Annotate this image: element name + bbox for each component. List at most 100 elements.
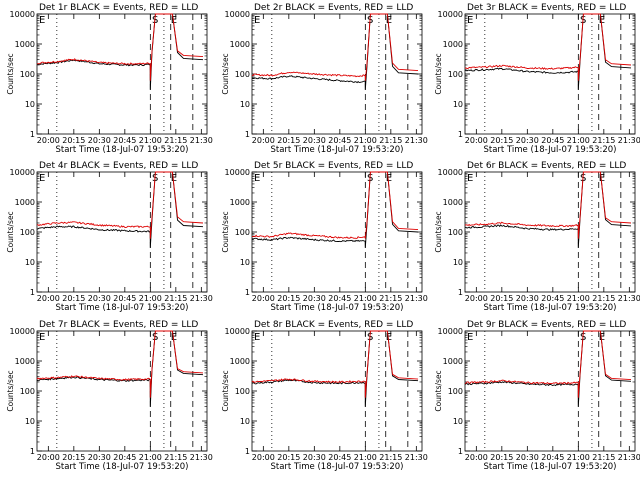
x-tick-label: 21:15 xyxy=(592,136,615,145)
y-tick-label: 1 xyxy=(30,447,35,456)
y-tick-label: 1000 xyxy=(15,198,35,207)
end-marker-label: E xyxy=(39,173,45,184)
x-tick-label: 20:45 xyxy=(541,136,564,145)
y-tick-label: 1 xyxy=(245,447,250,456)
y-tick-label: 1000 xyxy=(15,40,35,49)
lld-series-line xyxy=(464,330,632,398)
y-tick-label: 1000 xyxy=(443,198,463,207)
y-axis-label: Counts/sec xyxy=(6,370,15,411)
chart-title: Det 4r BLACK = Events, RED = LLD xyxy=(39,161,198,171)
x-tick-label: 21:30 xyxy=(190,294,213,303)
chart-title: Det 5r BLACK = Events, RED = LLD xyxy=(254,161,413,171)
x-tick-label: 21:00 xyxy=(567,136,590,145)
events-series-line xyxy=(36,330,204,407)
end-marker-label: E xyxy=(39,15,45,26)
y-axis-label: Counts/sec xyxy=(6,53,15,94)
x-tick-label: 20:30 xyxy=(303,294,326,303)
x-tick-label: 21:30 xyxy=(618,136,640,145)
x-tick-label: 20:45 xyxy=(541,453,564,462)
end-marker-label: E xyxy=(254,173,260,184)
y-tick-label: 100 xyxy=(448,70,463,79)
x-tick-label: 21:00 xyxy=(567,294,590,303)
x-tick-label: 20:30 xyxy=(88,294,111,303)
end-marker-label: E xyxy=(599,15,605,26)
x-tick-label: 20:45 xyxy=(113,453,136,462)
detector-panel-1: Det 1r BLACK = Events, RED = LLD 1 10 100 10… xyxy=(6,3,213,155)
x-tick-label: 20:00 xyxy=(252,136,275,145)
x-tick-label: 20:45 xyxy=(113,294,136,303)
x-tick-label: 20:15 xyxy=(62,136,85,145)
end-marker-label: E xyxy=(467,15,473,26)
x-axis-label: Start Time (18-Jul-07 19:53:20) xyxy=(484,462,617,472)
x-tick-label: 21:00 xyxy=(354,136,377,145)
y-axis-label: Counts/sec xyxy=(6,211,15,252)
y-tick-label: 1 xyxy=(458,130,463,139)
y-tick-label: 10 xyxy=(453,417,463,426)
y-tick-label: 10000 xyxy=(225,327,250,336)
y-tick-label: 1000 xyxy=(443,40,463,49)
x-tick-label: 20:15 xyxy=(62,294,85,303)
plot-frame xyxy=(251,330,423,452)
x-tick-label: 21:15 xyxy=(164,453,187,462)
x-tick-label: 21:15 xyxy=(164,136,187,145)
y-tick-label: 1 xyxy=(30,130,35,139)
x-axis-label: Start Time (18-Jul-07 19:53:20) xyxy=(484,303,617,313)
y-tick-label: 10 xyxy=(240,417,250,426)
x-tick-label: 21:15 xyxy=(592,294,615,303)
x-tick-label: 20:45 xyxy=(541,294,564,303)
chart-title: Det 7r BLACK = Events, RED = LLD xyxy=(39,320,198,330)
x-tick-label: 20:00 xyxy=(465,136,488,145)
events-series-line xyxy=(251,171,419,248)
y-tick-label: 10 xyxy=(240,258,250,267)
y-tick-label: 100 xyxy=(235,387,250,396)
y-tick-label: 10000 xyxy=(10,10,35,19)
events-series-line xyxy=(36,13,204,90)
plot-frame xyxy=(464,13,636,135)
detector-panel-4: Det 4r BLACK = Events, RED = LLD 1 10 100 10… xyxy=(6,161,213,313)
plot-frame xyxy=(36,13,208,135)
x-tick-label: 20:15 xyxy=(62,453,85,462)
chart-title: Det 8r BLACK = Events, RED = LLD xyxy=(254,320,413,330)
x-tick-label: 21:00 xyxy=(354,294,377,303)
y-axis-label: Counts/sec xyxy=(434,211,443,252)
lld-series-line xyxy=(251,13,419,81)
plot-frame xyxy=(36,171,208,293)
end-marker-label: E xyxy=(171,15,177,26)
x-tick-label: 20:15 xyxy=(277,453,300,462)
events-series-line xyxy=(464,13,632,90)
x-tick-label: 20:00 xyxy=(465,453,488,462)
x-tick-label: 20:30 xyxy=(516,294,539,303)
x-tick-label: 21:15 xyxy=(379,136,402,145)
y-tick-label: 10000 xyxy=(225,10,250,19)
end-marker-label: E xyxy=(467,173,473,184)
x-tick-label: 21:30 xyxy=(405,136,428,145)
y-tick-label: 10000 xyxy=(10,168,35,177)
y-tick-label: 1 xyxy=(30,288,35,297)
y-tick-label: 100 xyxy=(448,228,463,237)
plot-frame xyxy=(251,13,423,135)
events-series-line xyxy=(464,171,632,248)
y-tick-label: 10 xyxy=(453,258,463,267)
y-tick-label: 1000 xyxy=(230,40,250,49)
y-tick-label: 1 xyxy=(458,447,463,456)
y-tick-label: 1000 xyxy=(230,198,250,207)
y-tick-label: 1000 xyxy=(443,357,463,366)
chart-title: Det 2r BLACK = Events, RED = LLD xyxy=(254,3,413,13)
detector-panel-8: Det 8r BLACK = Events, RED = LLD 1 10 100 10… xyxy=(221,320,428,472)
end-marker-label: E xyxy=(599,332,605,343)
lld-series-line xyxy=(36,330,204,398)
y-tick-label: 10000 xyxy=(10,327,35,336)
x-tick-label: 20:45 xyxy=(328,294,351,303)
x-tick-label: 20:30 xyxy=(516,453,539,462)
y-axis-label: Counts/sec xyxy=(434,53,443,94)
x-tick-label: 21:00 xyxy=(354,453,377,462)
events-series-line xyxy=(252,330,419,407)
x-tick-label: 20:15 xyxy=(490,136,513,145)
x-tick-label: 20:30 xyxy=(88,453,111,462)
end-marker-label: E xyxy=(254,332,260,343)
events-series-line xyxy=(464,330,632,407)
detector-panel-6: Det 6r BLACK = Events, RED = LLD 1 10 100 10… xyxy=(434,161,640,313)
x-tick-label: 20:30 xyxy=(303,136,326,145)
lld-series-line xyxy=(36,171,204,239)
y-tick-label: 1000 xyxy=(230,357,250,366)
